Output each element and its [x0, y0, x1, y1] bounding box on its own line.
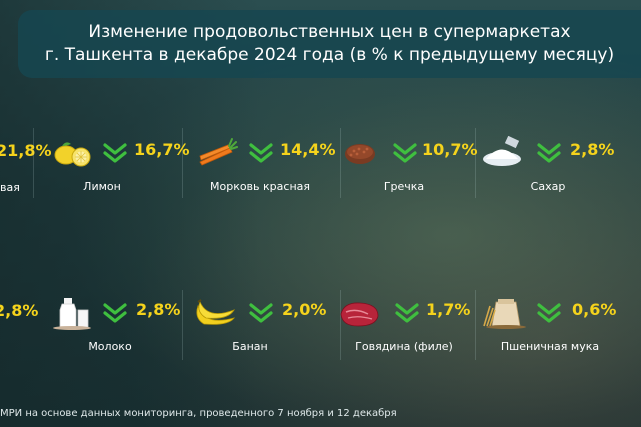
item-label: Лимон: [83, 180, 121, 193]
value-label: 10,7%: [422, 140, 478, 159]
partial-value-row1: 21,8%: [0, 141, 52, 160]
price-item: 2,8% Молоко: [52, 296, 212, 376]
beef-icon: [340, 302, 379, 327]
chevron-down-icon: [395, 303, 419, 323]
sugar-icon: [483, 136, 521, 166]
price-item: 16,7% Лимон: [52, 136, 212, 216]
price-item: 10,7% Гречка: [344, 136, 504, 216]
column-divider: [33, 128, 34, 198]
chevron-down-icon: [393, 143, 417, 163]
value-label: 2,8%: [570, 140, 615, 159]
value-label: 16,7%: [134, 140, 190, 159]
price-item: 2,0% Банан: [194, 296, 354, 376]
buckwheat-icon: [345, 144, 375, 164]
column-divider: [182, 290, 183, 360]
milk-icon: [53, 298, 91, 330]
price-item: 0,6% Пшеничная мука: [482, 296, 641, 376]
lemon-icon: [54, 142, 91, 167]
price-item: 2,8% Сахар: [482, 136, 641, 216]
value-label: 1,7%: [426, 300, 471, 319]
price-item: 1,7% Говядина (филе): [338, 296, 498, 376]
chevron-down-icon: [103, 143, 127, 163]
chevron-down-icon: [249, 303, 273, 323]
item-label: Морковь красная: [209, 180, 310, 193]
flour-icon: [483, 299, 526, 329]
value-label: 0,6%: [572, 300, 617, 319]
value-label: 14,4%: [280, 140, 336, 159]
partial-label-row1: вая: [0, 181, 20, 194]
column-divider: [340, 290, 341, 360]
column-divider: [340, 128, 341, 198]
title-line-1: Изменение продовольственных цен в суперм…: [88, 22, 571, 42]
chevron-down-icon: [537, 143, 561, 163]
item-label: Сахар: [530, 180, 566, 193]
item-label: Пшеничная мука: [500, 340, 600, 353]
title-banner: Изменение продовольственных цен в суперм…: [18, 10, 641, 78]
partial-value-row2: 2,8%: [0, 301, 39, 320]
item-label: Банан: [232, 340, 268, 353]
chevron-down-icon: [249, 143, 273, 163]
value-label: 2,8%: [136, 300, 181, 319]
chevron-down-icon: [537, 303, 561, 323]
column-divider: [475, 290, 476, 360]
price-item: 14,4% Морковь красная: [194, 136, 354, 216]
banana-icon: [196, 299, 236, 325]
item-label: Говядина (филе): [355, 340, 453, 353]
item-label: Гречка: [383, 180, 425, 193]
chevron-down-icon: [103, 303, 127, 323]
title-line-2: г. Ташкента в декабре 2024 года (в % к п…: [44, 45, 615, 65]
carrot-icon: [199, 138, 238, 166]
value-label: 2,0%: [282, 300, 327, 319]
column-divider: [182, 128, 183, 198]
column-divider: [475, 128, 476, 198]
item-label: Молоко: [88, 340, 132, 353]
source-note: МРИ на основе данных мониторинга, провед…: [0, 408, 397, 419]
